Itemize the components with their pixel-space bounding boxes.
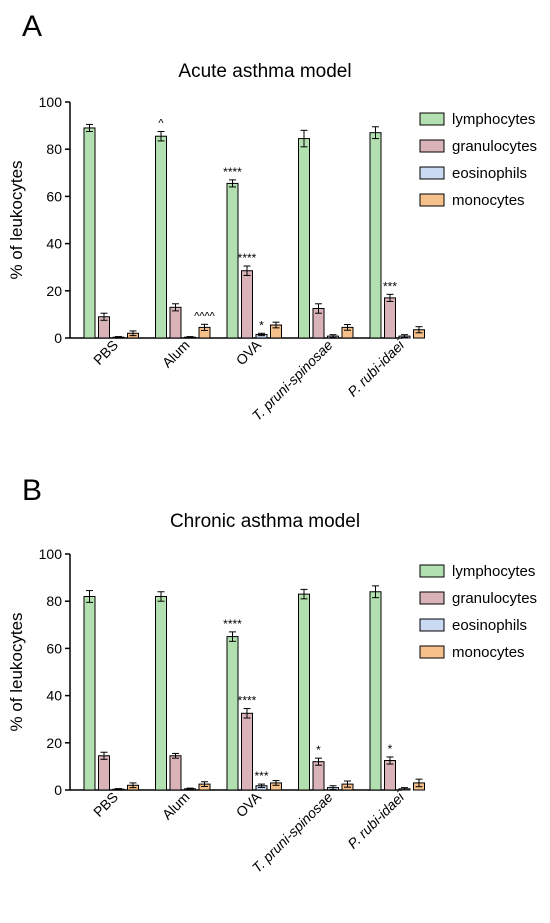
panel-label: A bbox=[22, 10, 42, 43]
y-tick-label: 80 bbox=[46, 141, 62, 157]
x-tick-label: PBS bbox=[90, 789, 121, 820]
y-tick-label: 60 bbox=[46, 640, 62, 656]
y-tick-label: 100 bbox=[39, 546, 63, 562]
x-tick-label: Alum bbox=[159, 789, 193, 823]
y-axis-label: % of leukocytes bbox=[7, 160, 26, 279]
x-tick-label: PBS bbox=[90, 337, 121, 368]
significance-annotation: * bbox=[316, 743, 321, 757]
bar-lymphocytes bbox=[226, 636, 239, 791]
y-tick-label: 20 bbox=[46, 283, 62, 299]
bar-lymphocytes bbox=[83, 595, 96, 791]
legend-label: monocytes bbox=[452, 644, 525, 661]
significance-annotation: ^ bbox=[158, 118, 164, 130]
bar-lymphocytes bbox=[369, 132, 382, 339]
panel-label: B bbox=[22, 474, 42, 507]
y-tick-label: 20 bbox=[46, 735, 62, 751]
legend-label: monocytes bbox=[452, 192, 525, 209]
bar-granulocytes bbox=[98, 755, 110, 791]
legend-label: lymphocytes bbox=[452, 111, 535, 128]
bar-granulocytes bbox=[384, 297, 396, 339]
significance-annotation: **** bbox=[223, 165, 242, 179]
x-tick-label: P. rubi-idaei bbox=[344, 336, 407, 399]
legend-swatch-granulocytes bbox=[419, 591, 445, 605]
chart-title: Acute asthma model bbox=[178, 61, 351, 82]
y-tick-label: 0 bbox=[54, 330, 62, 346]
x-tick-label: P. rubi-idaei bbox=[344, 788, 407, 851]
y-tick-label: 80 bbox=[46, 593, 62, 609]
bar-lymphocytes bbox=[155, 135, 167, 339]
x-tick-label: OVA bbox=[233, 336, 265, 368]
bar-lymphocytes bbox=[226, 182, 239, 339]
significance-annotation: **** bbox=[238, 694, 257, 708]
bar-granulocytes bbox=[169, 306, 182, 339]
x-tick-label: OVA bbox=[233, 788, 265, 820]
bar-granulocytes bbox=[241, 270, 253, 339]
legend-label: eosinophils bbox=[452, 617, 527, 634]
legend-label: lymphocytes bbox=[452, 563, 535, 580]
y-tick-label: 40 bbox=[46, 236, 62, 252]
significance-annotation: **** bbox=[223, 617, 242, 631]
bar-lymphocytes bbox=[155, 595, 167, 791]
legend-swatch-lymphocytes bbox=[419, 112, 445, 126]
bar-granulocytes bbox=[169, 755, 182, 791]
bar-lymphocytes bbox=[83, 127, 96, 339]
legend-label: eosinophils bbox=[452, 165, 527, 182]
legend-swatch-eosinophils bbox=[419, 166, 445, 180]
y-tick-label: 40 bbox=[46, 688, 62, 704]
legend-swatch-monocytes bbox=[419, 193, 445, 207]
legend-swatch-monocytes bbox=[419, 645, 445, 659]
bar-granulocytes bbox=[241, 712, 253, 791]
bar-lymphocytes bbox=[298, 593, 310, 791]
bar-lymphocytes bbox=[369, 591, 382, 791]
significance-annotation: *** bbox=[383, 279, 397, 293]
y-tick-label: 60 bbox=[46, 188, 62, 204]
x-tick-label: Alum bbox=[159, 337, 193, 371]
significance-annotation: ^^^^ bbox=[194, 310, 215, 322]
legend-swatch-granulocytes bbox=[419, 139, 445, 153]
legend-swatch-lymphocytes bbox=[419, 564, 445, 578]
bar-lymphocytes bbox=[298, 138, 310, 339]
chart-title: Chronic asthma model bbox=[170, 511, 360, 532]
bar-granulocytes bbox=[312, 761, 325, 791]
y-tick-label: 0 bbox=[54, 782, 62, 798]
significance-annotation: *** bbox=[254, 769, 268, 783]
y-tick-label: 100 bbox=[39, 94, 63, 110]
y-axis-label: % of leukocytes bbox=[7, 612, 26, 731]
legend-label: granulocytes bbox=[452, 590, 537, 607]
significance-annotation: * bbox=[259, 318, 264, 332]
legend-label: granulocytes bbox=[452, 138, 537, 155]
bar-granulocytes bbox=[384, 760, 396, 791]
significance-annotation: * bbox=[388, 742, 393, 756]
legend-swatch-eosinophils bbox=[419, 618, 445, 632]
significance-annotation: **** bbox=[238, 251, 257, 265]
